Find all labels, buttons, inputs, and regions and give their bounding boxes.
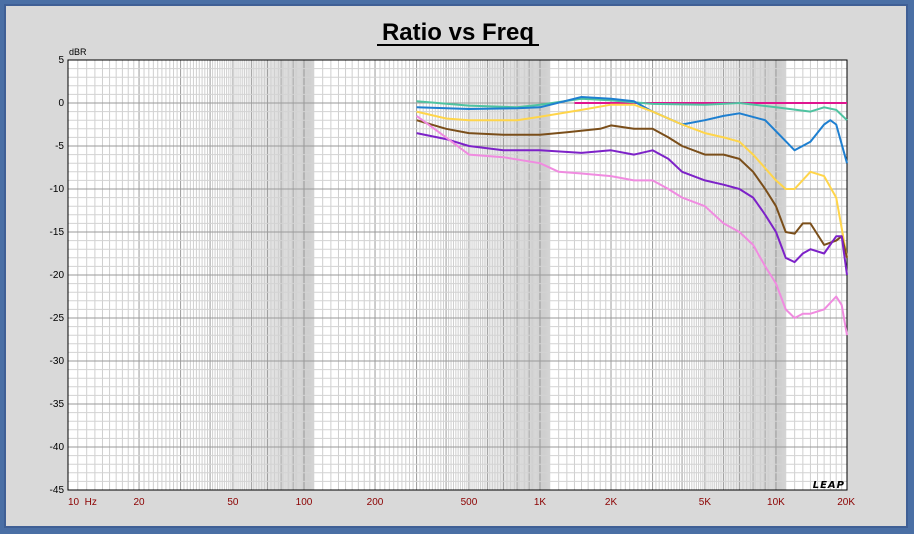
x-tick-label: 10K (767, 497, 785, 508)
y-axis-unit: dBR (69, 47, 87, 57)
series-line-2 (416, 97, 848, 121)
series-line-3 (416, 96, 848, 164)
x-tick-label: 500 (461, 497, 478, 508)
series-line-5 (416, 119, 848, 259)
x-tick-label: 20K (837, 497, 855, 508)
y-tick-label: -20 (50, 270, 65, 281)
y-tick-label: -25 (50, 313, 65, 324)
y-tick-label: 5 (58, 55, 64, 66)
y-tick-label: -5 (55, 141, 64, 152)
x-tick-label: 10 Hz (68, 497, 97, 508)
y-tick-label: -35 (50, 399, 65, 410)
chart-title: Ratio vs Freq (382, 19, 534, 46)
chart-frame: Ratio vs Freq dBR 5 0 -5 -10 -15 -20 -25 -30 -35… (4, 4, 908, 528)
y-tick-label: 0 (58, 98, 64, 109)
leap-logo: LEAP (813, 480, 845, 491)
y-tick-label: -45 (50, 485, 65, 496)
x-tick-label: 5K (699, 497, 712, 508)
x-tick-label: 2K (605, 497, 618, 508)
series-line-7 (416, 115, 848, 336)
y-tick-label: -40 (50, 442, 65, 453)
x-tick-label: 20 (133, 497, 145, 508)
y-tick-label: -30 (50, 356, 65, 367)
series-line-6 (416, 132, 848, 276)
x-tick-label: 50 (227, 497, 239, 508)
chart-svg: Ratio vs Freq dBR 50-5-10-15-20-25-30-35… (50, 19, 856, 508)
x-tick-label: 1K (534, 497, 547, 508)
y-tick-label: -15 (50, 227, 65, 238)
x-tick-label: 100 (296, 497, 313, 508)
series-line-4 (416, 103, 848, 258)
y-tick-label: -10 (50, 184, 65, 195)
x-tick-label: 200 (367, 497, 384, 508)
